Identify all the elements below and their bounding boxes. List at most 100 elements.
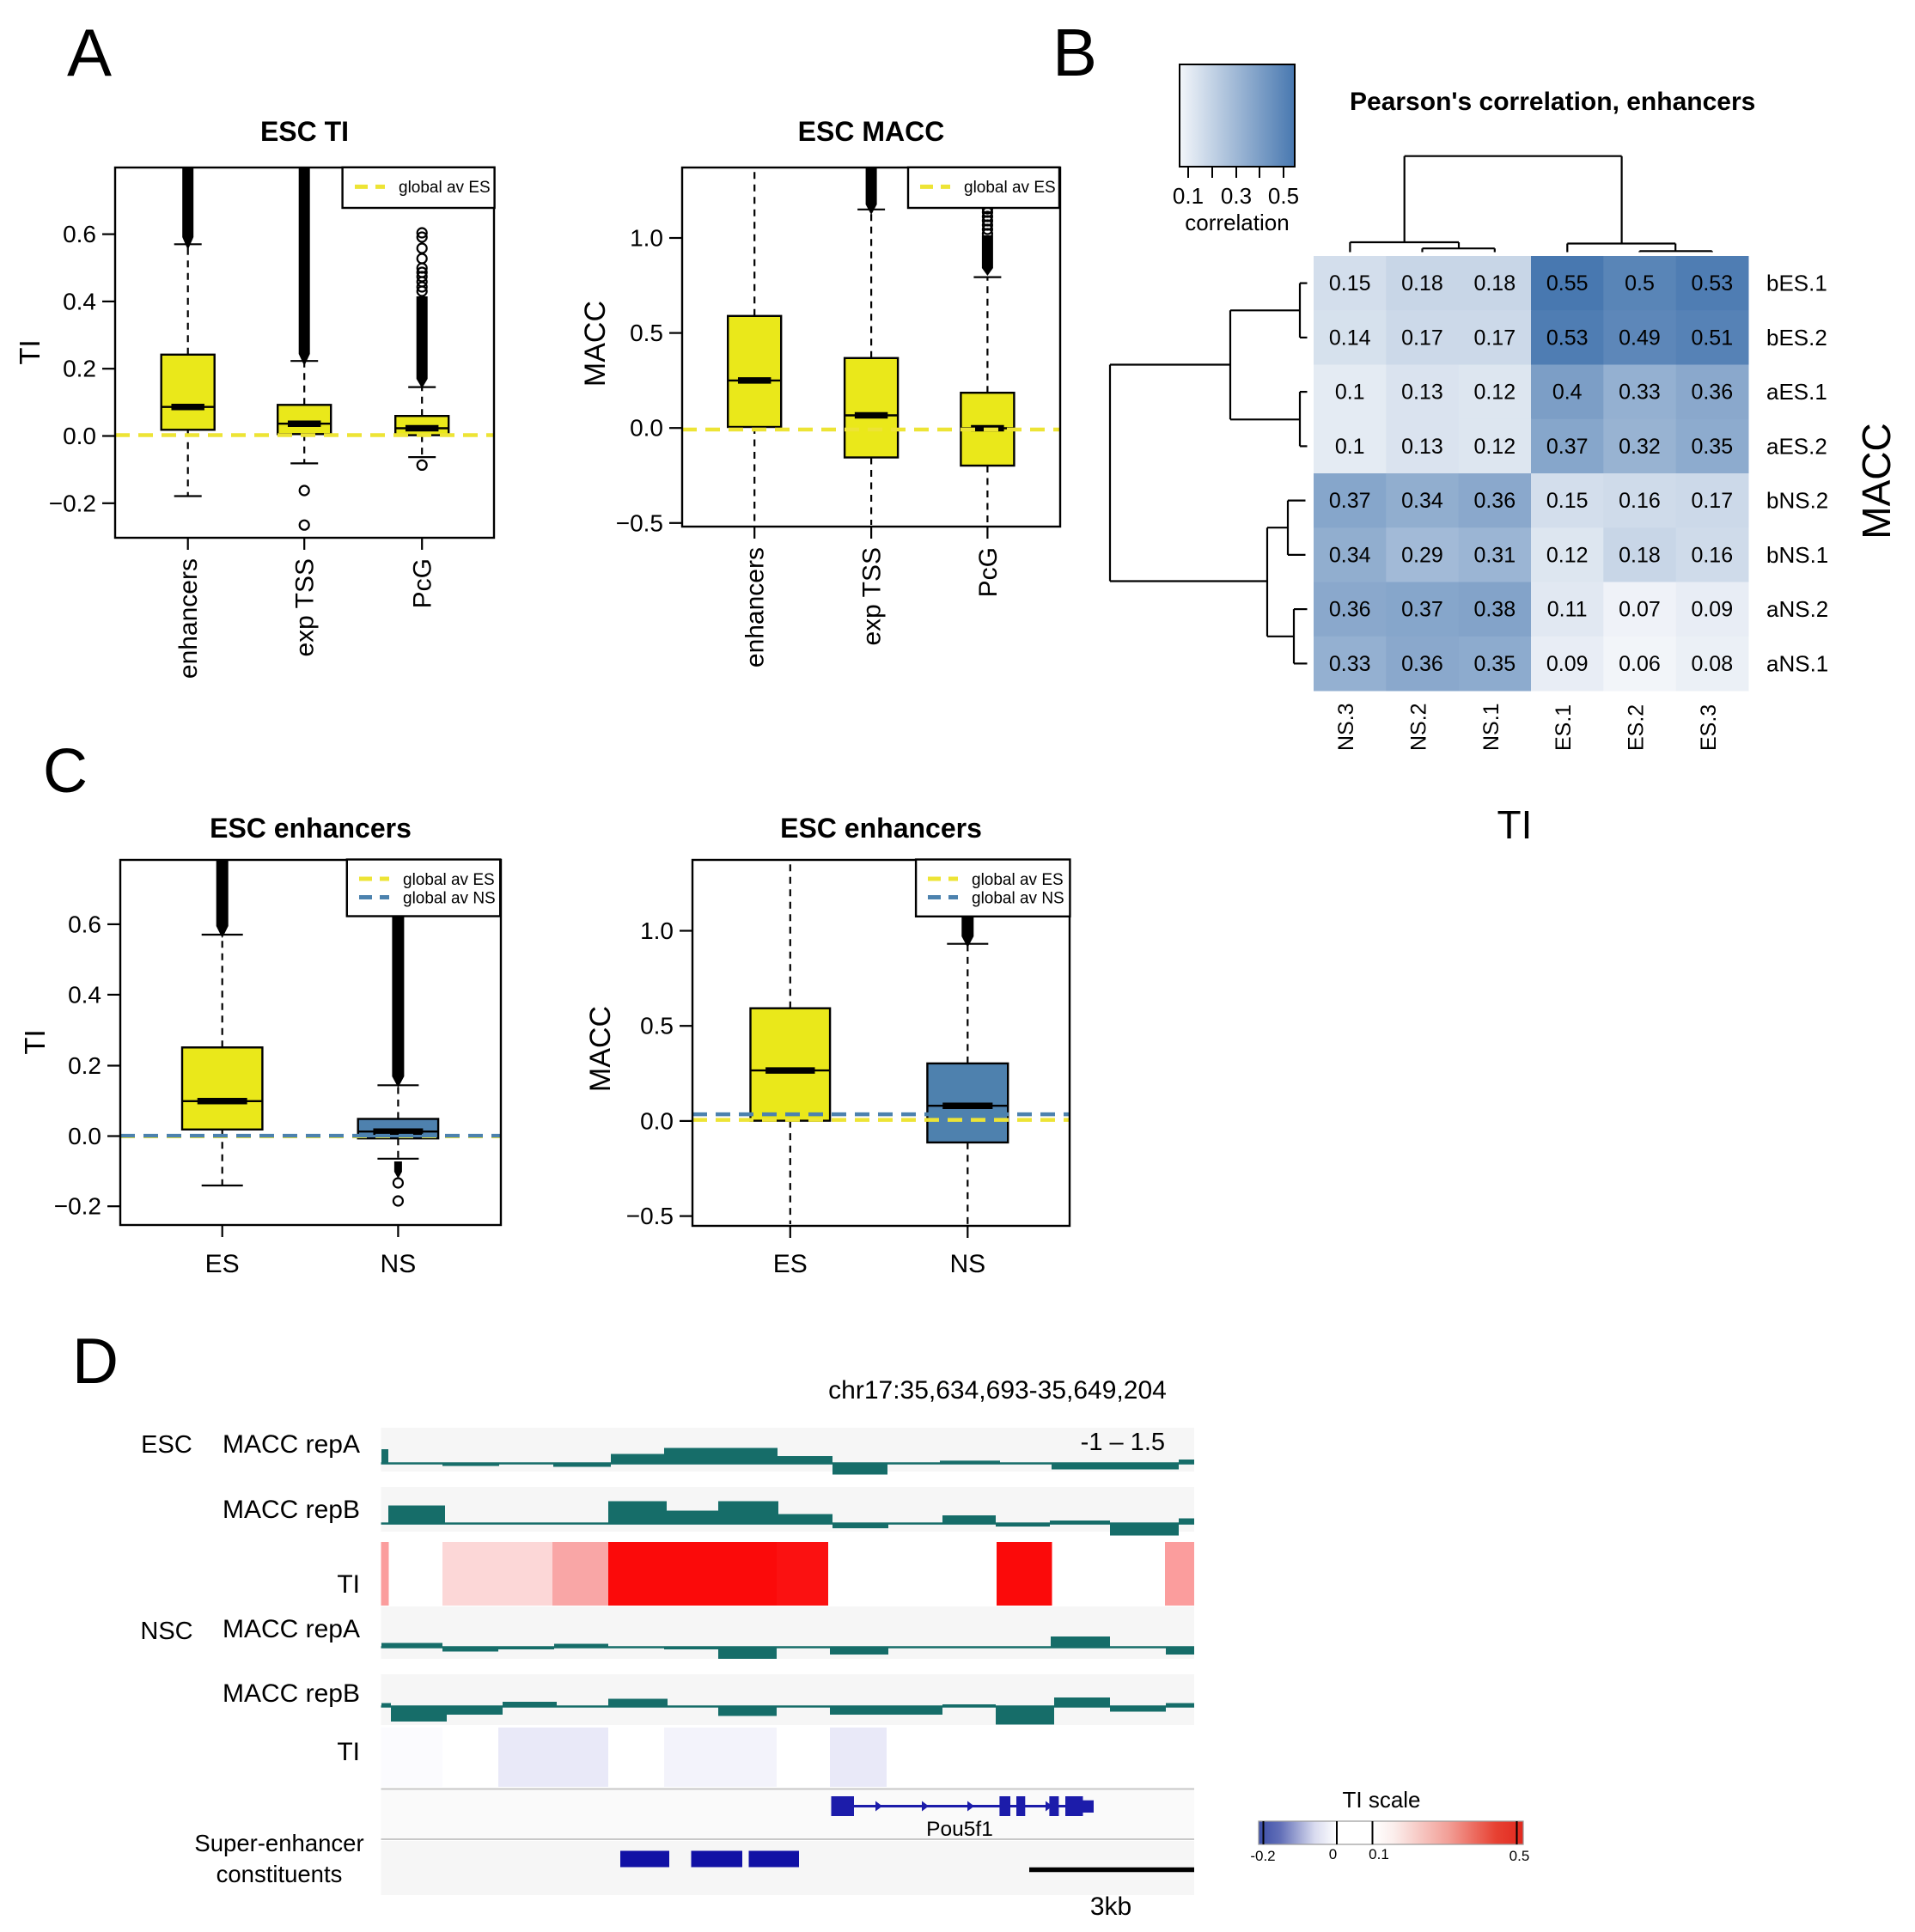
- svg-text:MACC: MACC: [1854, 423, 1899, 539]
- svg-text:0.12: 0.12: [1473, 381, 1516, 405]
- svg-text:0.55: 0.55: [1546, 271, 1589, 296]
- svg-text:0.15: 0.15: [1329, 271, 1371, 296]
- svg-text:1.0: 1.0: [630, 225, 663, 252]
- svg-text:constituents: constituents: [217, 1861, 343, 1887]
- svg-text:PcG: PcG: [409, 558, 437, 608]
- svg-text:global av ES: global av ES: [399, 179, 491, 197]
- svg-text:aES.2: aES.2: [1766, 433, 1827, 459]
- svg-text:exp TSS: exp TSS: [858, 547, 887, 646]
- svg-text:0.31: 0.31: [1473, 543, 1516, 567]
- svg-text:TI: TI: [337, 1570, 360, 1599]
- svg-text:0.0: 0.0: [68, 1123, 101, 1149]
- svg-text:MACC repB: MACC repB: [223, 1496, 360, 1524]
- svg-text:0.16: 0.16: [1619, 489, 1661, 513]
- svg-text:0.36: 0.36: [1401, 652, 1443, 676]
- svg-text:NSC: NSC: [140, 1618, 192, 1645]
- svg-text:−0.5: −0.5: [616, 509, 663, 536]
- svg-text:0.08: 0.08: [1691, 652, 1733, 676]
- svg-text:enhancers: enhancers: [174, 558, 203, 679]
- svg-text:bNS.2: bNS.2: [1766, 488, 1828, 514]
- svg-text:ES.2: ES.2: [1625, 704, 1649, 751]
- svg-text:NS.2: NS.2: [1407, 703, 1431, 751]
- svg-text:0.07: 0.07: [1619, 598, 1661, 622]
- svg-text:0.09: 0.09: [1546, 652, 1589, 676]
- svg-text:0.33: 0.33: [1329, 652, 1371, 676]
- svg-text:MACC repA: MACC repA: [223, 1430, 360, 1459]
- svg-text:ESC MACC: ESC MACC: [798, 116, 945, 147]
- svg-text:0.11: 0.11: [1547, 598, 1588, 622]
- svg-text:TI: TI: [1497, 802, 1533, 847]
- svg-text:exp TSS: exp TSS: [291, 558, 320, 657]
- svg-text:TI: TI: [19, 1029, 51, 1054]
- svg-text:0.0: 0.0: [63, 423, 96, 449]
- svg-text:0.1: 0.1: [1335, 381, 1365, 405]
- svg-text:0.29: 0.29: [1401, 543, 1443, 567]
- svg-text:chr17:35,634,693-35,649,204: chr17:35,634,693-35,649,204: [828, 1376, 1167, 1405]
- svg-text:0.5: 0.5: [1509, 1848, 1530, 1864]
- svg-text:aNS.2: aNS.2: [1766, 596, 1828, 622]
- svg-text:−0.2: −0.2: [49, 490, 96, 516]
- svg-text:0.53: 0.53: [1691, 271, 1733, 296]
- svg-text:3kb: 3kb: [1090, 1892, 1131, 1921]
- svg-text:MACC: MACC: [584, 1006, 617, 1092]
- svg-text:0.0: 0.0: [640, 1107, 674, 1134]
- svg-text:A: A: [67, 15, 112, 90]
- svg-text:0.18: 0.18: [1473, 271, 1516, 296]
- svg-text:0.17: 0.17: [1473, 326, 1516, 350]
- svg-text:Pou5f1: Pou5f1: [926, 1818, 993, 1841]
- svg-text:Super-enhancer: Super-enhancer: [194, 1830, 363, 1856]
- svg-text:ES.3: ES.3: [1697, 704, 1721, 751]
- svg-text:0.36: 0.36: [1329, 598, 1371, 622]
- svg-text:0.18: 0.18: [1619, 543, 1661, 567]
- svg-text:NS.1: NS.1: [1479, 703, 1503, 751]
- svg-text:0.51: 0.51: [1691, 326, 1733, 350]
- svg-text:0.1: 0.1: [1335, 435, 1365, 459]
- svg-text:0.1: 0.1: [1369, 1846, 1389, 1862]
- svg-text:0.6: 0.6: [63, 221, 96, 247]
- svg-text:0.35: 0.35: [1473, 652, 1516, 676]
- svg-text:B: B: [1052, 15, 1097, 90]
- svg-text:0.0: 0.0: [630, 415, 663, 442]
- svg-text:TI: TI: [14, 339, 46, 364]
- svg-text:0.12: 0.12: [1546, 543, 1589, 567]
- svg-text:0.38: 0.38: [1473, 598, 1516, 622]
- svg-text:C: C: [43, 737, 88, 806]
- svg-text:0.34: 0.34: [1329, 543, 1371, 567]
- svg-text:ESC enhancers: ESC enhancers: [780, 813, 982, 844]
- svg-text:0.1: 0.1: [1173, 183, 1204, 209]
- svg-text:global av ES: global av ES: [403, 871, 495, 889]
- svg-text:bNS.1: bNS.1: [1766, 542, 1828, 568]
- svg-text:MACC repB: MACC repB: [223, 1679, 360, 1708]
- svg-text:aNS.1: aNS.1: [1766, 650, 1828, 676]
- svg-text:0: 0: [1329, 1846, 1337, 1862]
- svg-text:Pearson's correlation, enhance: Pearson's correlation, enhancers: [1350, 88, 1755, 116]
- svg-text:0.06: 0.06: [1619, 652, 1661, 676]
- svg-text:1.0: 1.0: [640, 917, 674, 944]
- svg-text:0.37: 0.37: [1546, 435, 1589, 459]
- svg-text:global av NS: global av NS: [403, 890, 496, 908]
- svg-text:0.35: 0.35: [1691, 435, 1733, 459]
- svg-text:0.3: 0.3: [1221, 183, 1252, 209]
- svg-text:−0.2: −0.2: [54, 1193, 101, 1220]
- svg-text:D: D: [72, 1325, 119, 1397]
- svg-text:0.32: 0.32: [1619, 435, 1661, 459]
- svg-text:bES.2: bES.2: [1766, 325, 1827, 350]
- svg-text:global av ES: global av ES: [964, 179, 1056, 197]
- svg-text:-1 – 1.5: -1 – 1.5: [1081, 1429, 1165, 1456]
- svg-text:0.16: 0.16: [1691, 543, 1733, 567]
- svg-text:0.2: 0.2: [68, 1052, 101, 1079]
- svg-text:MACC repA: MACC repA: [223, 1615, 360, 1643]
- svg-text:0.5: 0.5: [640, 1013, 674, 1039]
- svg-text:0.5: 0.5: [1268, 183, 1299, 209]
- svg-text:0.13: 0.13: [1401, 381, 1443, 405]
- svg-text:0.14: 0.14: [1329, 326, 1371, 350]
- svg-text:0.18: 0.18: [1401, 271, 1443, 296]
- svg-text:−0.5: −0.5: [626, 1203, 674, 1229]
- svg-text:0.4: 0.4: [1552, 381, 1583, 405]
- svg-text:0.17: 0.17: [1401, 326, 1443, 350]
- svg-text:0.37: 0.37: [1401, 598, 1443, 622]
- svg-text:-0.2: -0.2: [1250, 1848, 1275, 1864]
- svg-text:0.6: 0.6: [68, 911, 101, 937]
- svg-text:ES: ES: [205, 1250, 240, 1278]
- svg-text:global av ES: global av ES: [972, 871, 1064, 889]
